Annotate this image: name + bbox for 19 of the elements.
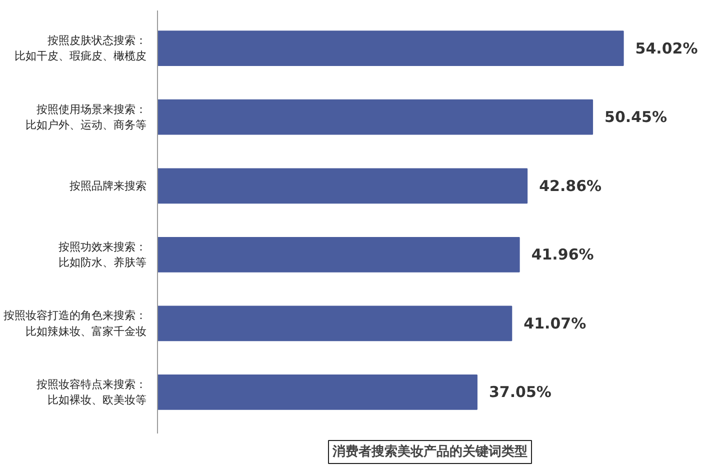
y-tick-label: 按照品牌来搜索 — [70, 179, 146, 192]
bar — [158, 306, 512, 342]
bar — [158, 374, 478, 410]
bar — [158, 168, 528, 204]
data-label: 41.96% — [531, 246, 594, 264]
data-label: 42.86% — [539, 176, 602, 195]
data-label: 50.45% — [604, 108, 668, 126]
bar — [158, 30, 624, 66]
data-label: 37.05% — [488, 383, 552, 402]
y-tick-label: 按照妆容特点来搜索：比如裸妆、欧美妆等 — [36, 378, 146, 407]
y-tick-label: 按照使用场景来搜索：比如户外、运动、商务等 — [26, 102, 146, 132]
y-tick-label: 按照妆容打造的角色来搜索：比如辣妹妆、富家千金妆 — [4, 309, 146, 338]
data-label: 41.07% — [524, 314, 586, 332]
bar — [158, 99, 594, 135]
y-tick-label: 按照皮肤状态搜索：比如干皮、瑕疵皮、橄榄皮 — [14, 34, 146, 63]
bar — [158, 236, 520, 272]
text: 消费者搜索美妆产品的关键词类型 — [332, 444, 528, 460]
data-label: 54.02% — [635, 39, 698, 58]
y-tick-label: 按照功效来搜索：比如防水、养肤等 — [58, 240, 146, 269]
